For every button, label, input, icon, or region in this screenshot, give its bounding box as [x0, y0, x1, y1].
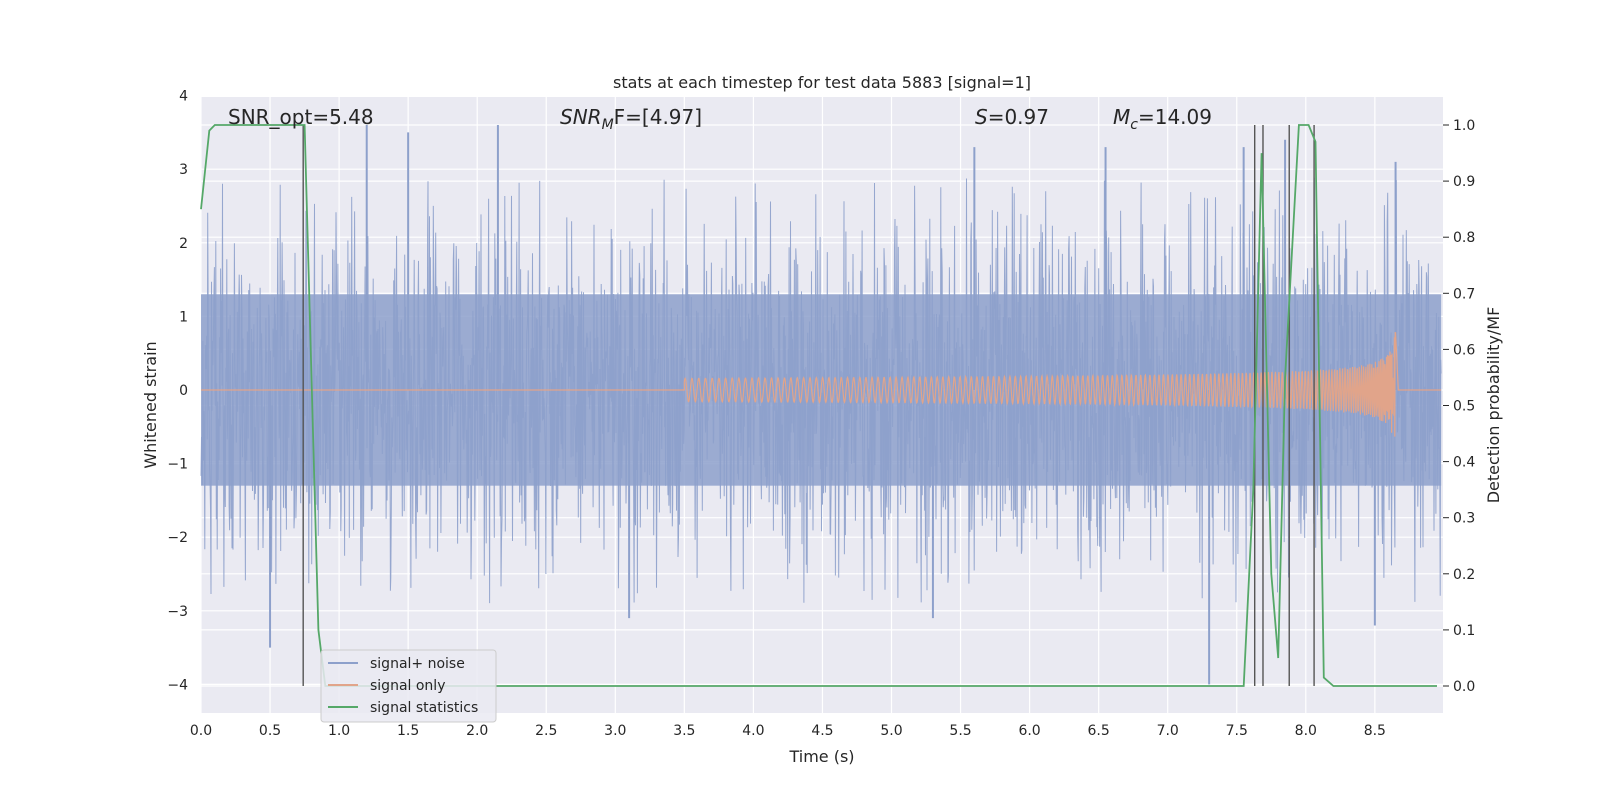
snr-opt-annotation: SNR_opt=5.48 [228, 105, 374, 129]
legend-label-signal-only: signal only [370, 678, 445, 694]
snr-mf-rest: F=[4.97] [614, 105, 702, 129]
x-tick-label: 5.5 [949, 723, 971, 739]
x-tick-label: 5.0 [880, 723, 902, 739]
y-right-tick-label: 1.0 [1453, 118, 1475, 134]
y-axis-right-label: Detection probability/MF [1484, 307, 1503, 504]
y-axis-label: Whitened strain [141, 341, 160, 468]
x-tick-label: 4.5 [811, 723, 833, 739]
y-tick-label: −3 [167, 604, 188, 620]
chart-title: stats at each timestep for test data 588… [613, 73, 1031, 92]
y-right-tick-label: 0.2 [1453, 567, 1475, 583]
x-tick-label: 8.5 [1364, 723, 1386, 739]
x-tick-label: 7.5 [1226, 723, 1248, 739]
mc-base: M [1113, 105, 1130, 129]
y-right-tick-label: 0.0 [1453, 679, 1475, 695]
snr-mf-base: SNR [560, 105, 602, 129]
legend-label-signal-noise: signal+ noise [370, 656, 465, 672]
y-tick-label: 3 [179, 162, 188, 178]
mc-sub: c [1130, 117, 1138, 133]
y-axis-right-ticks: 1.0 0.9 0.8 0.7 0.6 0.5 0.4 0.3 0.2 0.1 0.0 [1443, 118, 1475, 695]
x-tick-label: 6.5 [1088, 723, 1110, 739]
signal-statistics-series [200, 124, 1437, 687]
s-label: S [975, 105, 988, 129]
x-tick-label: 6.0 [1018, 723, 1040, 739]
x-axis-ticks: 0.0 0.5 1.0 1.5 2.0 2.5 3.0 3.5 4.0 4.5 5.0 5.5 6.0 6… [190, 723, 1386, 739]
y-tick-label: −1 [167, 457, 188, 473]
snr-mf-sub: M [602, 117, 614, 133]
x-tick-label: 0.5 [259, 723, 281, 739]
x-tick-label: 1.5 [397, 723, 419, 739]
y-right-tick-label: 0.5 [1453, 399, 1475, 415]
y-tick-label: 2 [179, 236, 188, 252]
x-tick-label: 7.0 [1157, 723, 1179, 739]
y-tick-label: 4 [179, 89, 188, 105]
y-right-tick-label: 0.6 [1453, 342, 1475, 358]
x-tick-label: 8.0 [1295, 723, 1317, 739]
x-tick-label: 3.0 [604, 723, 626, 739]
signal-only-line [201, 332, 1442, 437]
snr-mf-annotation: SNRMF=[4.97] [560, 105, 702, 133]
s-annotation: S=0.97 [975, 105, 1049, 129]
y-tick-label: −2 [167, 530, 188, 546]
legend-box [320, 649, 497, 723]
x-tick-label: 1.0 [328, 723, 350, 739]
y-right-tick-label: 0.1 [1453, 623, 1475, 639]
x-tick-label: 2.5 [535, 723, 557, 739]
mc-value: =14.09 [1138, 105, 1212, 129]
y-tick-label: 0 [179, 383, 188, 399]
y-tick-label: 1 [179, 309, 188, 325]
y-right-tick-label: 0.9 [1453, 174, 1475, 190]
x-tick-label: 2.0 [466, 723, 488, 739]
x-tick-label: 0.0 [190, 723, 212, 739]
signal-statistics-line [200, 124, 1437, 687]
x-axis-label: Time (s) [788, 747, 854, 766]
s-value: =0.97 [988, 105, 1049, 129]
signal-only-series [201, 332, 1442, 437]
legend-label-signal-statistics: signal statistics [370, 700, 478, 716]
y-right-tick-label: 0.8 [1453, 230, 1475, 246]
x-tick-label: 3.5 [673, 723, 695, 739]
x-tick-label: 4.0 [742, 723, 764, 739]
y-tick-label: −4 [167, 677, 188, 693]
y-right-tick-label: 0.3 [1453, 511, 1475, 527]
y-right-tick-label: 0.7 [1453, 286, 1475, 302]
y-right-tick-label: 0.4 [1453, 455, 1475, 471]
y-axis-ticks: 4 3 2 1 0 −1 −2 −3 −4 [167, 89, 188, 694]
mc-annotation: Mc=14.09 [1113, 105, 1212, 133]
legend: signal+ noise signal only signal statist… [320, 649, 497, 723]
